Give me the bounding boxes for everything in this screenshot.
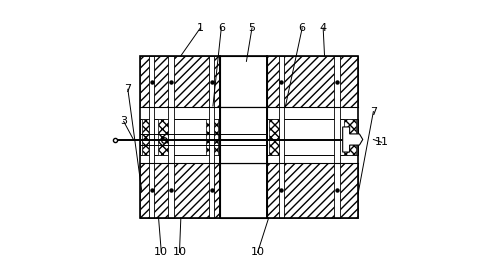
- Text: 5: 5: [248, 23, 256, 33]
- Bar: [220, 56, 267, 107]
- Text: 10: 10: [250, 247, 265, 258]
- Bar: [220, 107, 267, 163]
- Bar: [267, 119, 358, 155]
- Bar: [149, 56, 154, 218]
- Text: 1: 1: [197, 23, 204, 33]
- Text: 7: 7: [124, 84, 132, 94]
- Bar: [209, 56, 214, 218]
- Text: 11: 11: [375, 137, 389, 147]
- Bar: [141, 163, 220, 218]
- Bar: [269, 119, 281, 155]
- Bar: [141, 119, 220, 155]
- Bar: [141, 56, 220, 107]
- Text: 10: 10: [172, 247, 186, 258]
- Bar: [220, 163, 267, 218]
- Text: 6: 6: [299, 23, 306, 33]
- Bar: [168, 56, 174, 218]
- Bar: [220, 56, 267, 218]
- Bar: [267, 56, 358, 218]
- Bar: [141, 56, 220, 218]
- Text: 3: 3: [120, 116, 127, 126]
- Text: 6: 6: [218, 23, 225, 33]
- Polygon shape: [343, 127, 363, 152]
- Text: 10: 10: [154, 247, 168, 258]
- Bar: [267, 163, 358, 218]
- Text: 4: 4: [320, 23, 327, 33]
- Bar: [334, 56, 340, 218]
- Bar: [344, 119, 356, 155]
- Bar: [279, 56, 284, 218]
- Bar: [206, 119, 218, 155]
- Bar: [158, 119, 169, 155]
- Bar: [142, 119, 154, 155]
- Text: 7: 7: [370, 107, 377, 117]
- Bar: [267, 56, 358, 107]
